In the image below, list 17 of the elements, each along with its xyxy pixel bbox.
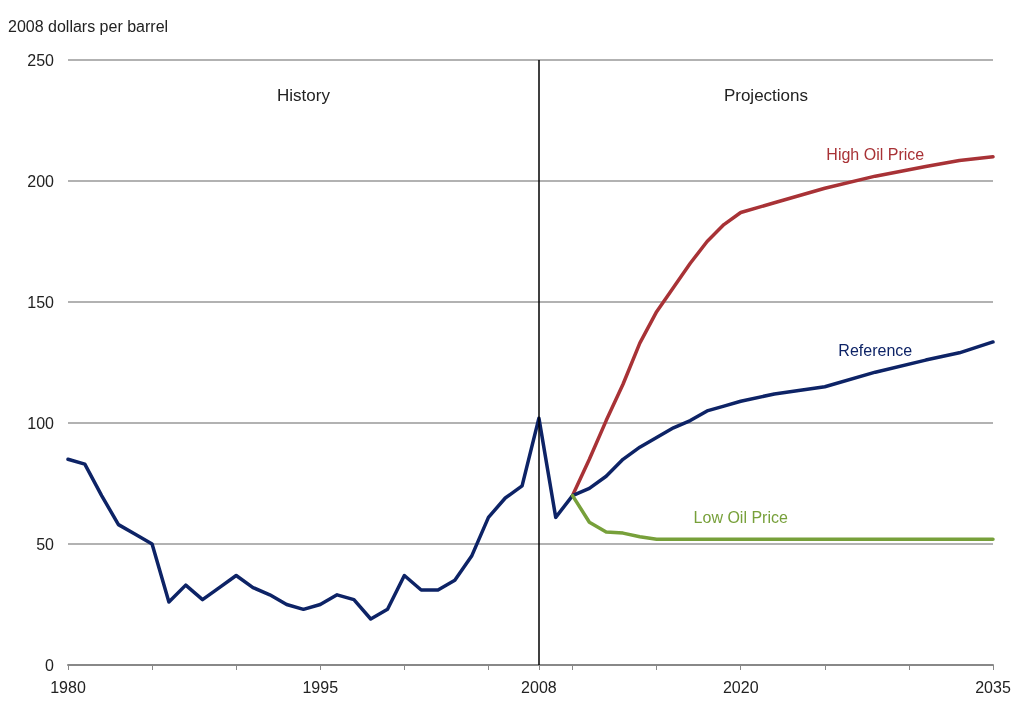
- y-tick-label: 50: [36, 535, 55, 553]
- x-tick-label: 2020: [722, 678, 759, 696]
- series-label: High Oil Price: [826, 145, 925, 163]
- annotation: History: [277, 85, 331, 105]
- x-tick-label: 2008: [521, 678, 557, 696]
- series-label: Reference: [838, 341, 913, 359]
- annotation: Projections: [723, 85, 809, 105]
- y-tick-label: 0: [45, 656, 55, 674]
- x-tick-label: 1980: [50, 678, 86, 696]
- y-tick-label: 150: [27, 293, 55, 311]
- y-axis-title: 2008 dollars per barrel: [8, 17, 169, 35]
- y-tick-label: 100: [27, 414, 55, 432]
- x-tick-label: 2035: [975, 678, 1011, 696]
- series-label: Low Oil Price: [693, 508, 788, 526]
- y-tick-label: 200: [27, 172, 55, 190]
- y-tick-label: 250: [27, 51, 55, 69]
- x-tick-label: 1995: [302, 678, 339, 696]
